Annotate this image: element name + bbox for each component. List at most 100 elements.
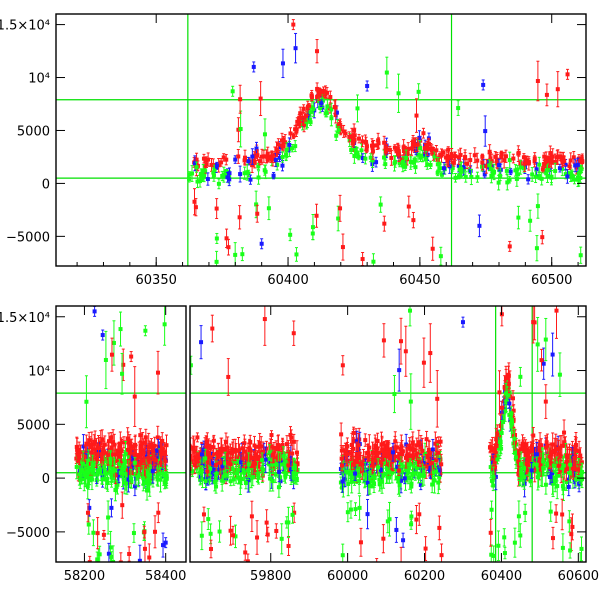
series-point [257,441,262,446]
series-point [233,534,238,539]
series-point [421,131,426,136]
outlier-point [143,328,148,333]
series-point [412,157,417,162]
series-point [221,155,226,160]
series-point [126,455,131,460]
series-point [86,458,91,463]
series-point [205,440,210,445]
series-point [233,252,238,257]
series-point [308,120,313,125]
series-point [134,455,139,460]
series-point [84,464,89,469]
series-point [310,225,315,230]
series-point [265,151,270,156]
series-point [121,440,126,445]
series-point [557,166,562,171]
series-point [507,244,512,249]
outlier-point [92,309,97,314]
series-point [277,155,282,160]
series-point [280,155,285,160]
series-point [203,479,208,484]
series-point [566,172,571,177]
series-point [200,477,205,482]
series-point [109,505,114,510]
series-point [106,453,111,458]
series-point [417,135,422,140]
series-point [257,159,262,164]
series-point [192,161,197,166]
series-point [108,545,113,550]
series-point [273,158,278,163]
series-point [137,558,142,562]
series-point [537,174,542,179]
outlier-point [214,236,219,241]
series-point [438,153,443,158]
series-point [100,449,105,454]
series-point [132,448,137,453]
series-point [297,115,302,120]
series-point [548,158,553,163]
y-tick-label: −5000 [6,230,50,245]
series-point [263,457,268,462]
series-point [498,173,503,178]
series-point [227,171,232,176]
y-tick-label: 10⁴ [28,72,50,87]
series-point [195,179,200,184]
series-point [293,471,298,476]
outlier-point [100,333,105,338]
series-point [156,510,161,515]
series-point [111,559,116,562]
series-point [224,157,229,162]
series-point [567,164,572,169]
series-point [483,129,488,134]
series-point [415,152,420,157]
outlier-point [565,72,570,77]
series-point [199,176,204,181]
series-point [109,445,114,450]
series-point [568,158,573,163]
series-point [196,455,201,460]
plot-area [56,14,586,266]
series-point [318,106,323,111]
series-point [328,95,333,100]
series-point [459,169,464,174]
series-point [505,180,510,185]
series-point [288,232,293,237]
series-point [569,173,574,178]
series-point [563,172,568,177]
series-point [112,457,117,462]
series-point [439,172,444,177]
series-point [280,451,285,456]
series-point [243,480,248,485]
series-point [100,437,105,442]
series-point [562,158,567,163]
series-point [238,452,243,457]
series-point [338,206,343,211]
series-point [534,246,539,251]
series-point [114,485,119,490]
series-point [475,158,480,163]
series-point [273,472,278,477]
series-point [482,172,487,177]
y-tick-label: 5000 [17,124,50,139]
series-point [558,154,563,159]
series-point [212,480,217,485]
series-point [105,480,110,485]
series-point [287,142,292,147]
series-point [195,435,200,440]
series-point [249,464,254,469]
series-point [163,478,168,483]
series-point [118,560,123,562]
series-point [190,459,194,464]
series-point [284,153,289,158]
series-point [271,173,276,178]
series-point [298,119,303,124]
series-point [201,168,206,173]
series-point [77,472,82,477]
series-point [578,169,583,174]
series-point [123,481,128,486]
series-point [201,447,206,452]
series-point [392,145,397,150]
series-point [103,357,108,362]
series-point [530,172,535,177]
